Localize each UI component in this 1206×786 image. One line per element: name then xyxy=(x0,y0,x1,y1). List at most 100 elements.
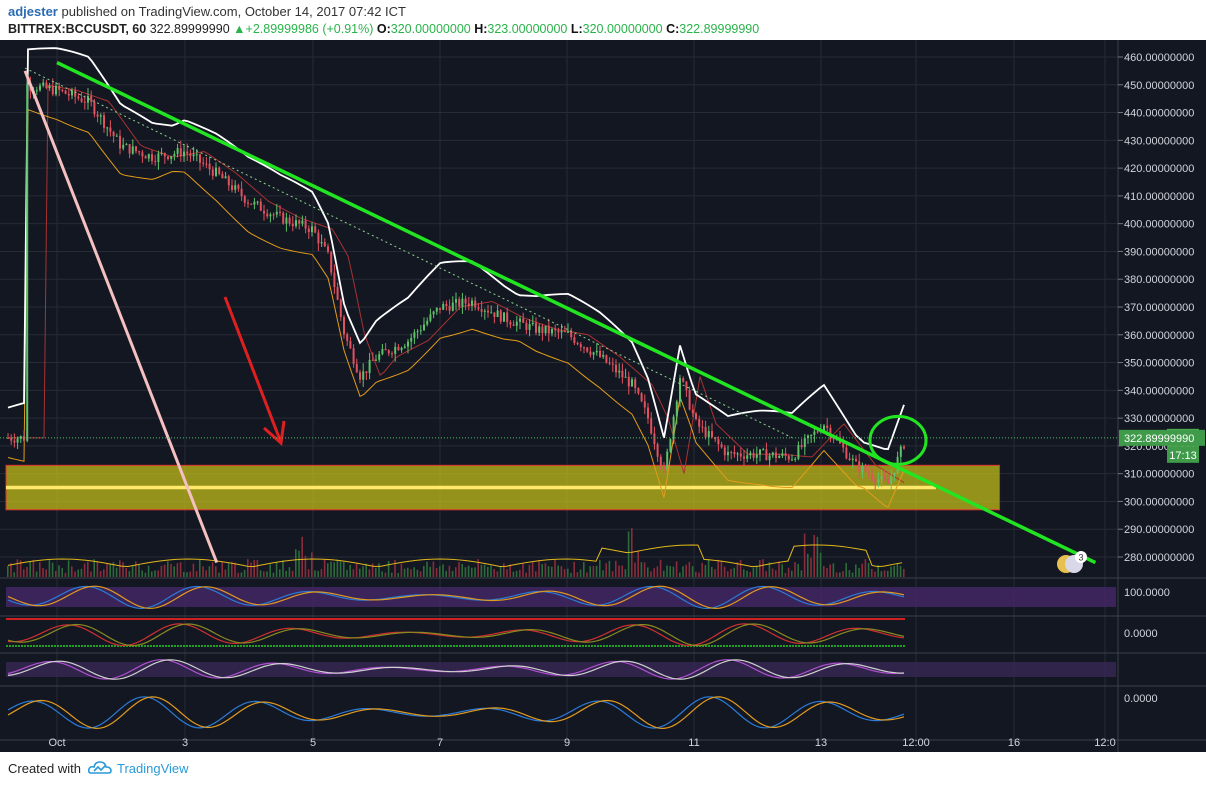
candle-body xyxy=(586,347,589,352)
candle-body xyxy=(611,363,614,365)
candle-body xyxy=(499,310,502,322)
candle-body xyxy=(141,152,144,157)
time-tick-label: Oct xyxy=(48,737,65,749)
candle-body xyxy=(675,401,678,417)
volume-bar xyxy=(791,570,793,577)
volume-bar xyxy=(122,562,124,577)
volume-bar xyxy=(851,572,854,577)
volume-bar xyxy=(653,568,655,577)
volume-bar xyxy=(48,560,51,577)
volume-bar xyxy=(205,570,207,577)
volume-bar xyxy=(554,559,556,577)
candle-body xyxy=(176,148,179,154)
red-arrow-icon xyxy=(223,296,286,446)
candle-body xyxy=(797,445,800,459)
candle-body xyxy=(442,304,445,310)
volume-bar xyxy=(279,569,281,577)
volume-bar xyxy=(544,563,547,577)
volume-bar xyxy=(605,563,607,577)
volume-bar xyxy=(26,567,28,577)
tradingview-link[interactable]: TradingView xyxy=(117,761,189,776)
volume-bar xyxy=(109,563,111,577)
volume-bar xyxy=(314,570,316,577)
lower-keltner-line xyxy=(7,108,905,509)
volume-bar xyxy=(138,564,140,577)
volume-bar xyxy=(263,571,265,577)
time-axis[interactable]: Oct 3 5 7 9 11 13 12:00 16 12:0 xyxy=(48,737,1115,749)
candle-body xyxy=(643,401,646,408)
volume-bar xyxy=(336,559,339,577)
candle-body xyxy=(77,96,80,99)
volume-bar xyxy=(595,565,598,577)
candle-body xyxy=(74,90,77,97)
candle-body xyxy=(64,90,67,94)
candle-body xyxy=(301,220,304,224)
volume-bar xyxy=(160,565,163,577)
candle-body xyxy=(631,379,633,387)
author-link[interactable]: adjester xyxy=(8,4,58,19)
candle-body xyxy=(803,438,806,448)
volume-bar xyxy=(42,568,44,577)
candle-body xyxy=(871,474,873,480)
trendline-drawings[interactable]: 3 xyxy=(0,60,1118,573)
volume-bar xyxy=(813,534,815,577)
volume-bar xyxy=(167,561,169,577)
volume-bar xyxy=(77,569,79,577)
candle-body xyxy=(215,167,217,176)
volume-bar xyxy=(96,561,99,577)
candle-body xyxy=(496,310,499,318)
candle-body xyxy=(381,348,384,355)
volume-bar xyxy=(797,563,799,577)
candle-body xyxy=(624,376,627,378)
volume-bar xyxy=(426,561,428,577)
countdown-tag: 17:13 xyxy=(1169,450,1197,462)
volume-bar xyxy=(567,568,569,577)
volume-bar xyxy=(439,566,441,577)
volume-bar xyxy=(807,553,809,577)
volume-bar xyxy=(419,571,422,577)
volume-bar xyxy=(541,564,543,577)
candle-body xyxy=(608,362,611,364)
volume-bar xyxy=(512,571,515,577)
candle-body xyxy=(333,272,336,288)
volume-bar xyxy=(474,567,476,577)
candle-body xyxy=(275,211,278,215)
candle-body xyxy=(80,98,83,102)
candle-body xyxy=(327,246,329,252)
volume-bar xyxy=(563,569,566,577)
candle-body xyxy=(23,436,25,441)
volume-bar xyxy=(112,562,115,577)
candle-body xyxy=(170,155,173,160)
volume-bar xyxy=(743,569,745,577)
candle-body xyxy=(359,372,361,380)
candle-body xyxy=(211,169,214,176)
volume-bar xyxy=(231,561,233,577)
volume-bar xyxy=(64,572,67,577)
volume-bar xyxy=(848,570,851,577)
candle-body xyxy=(589,351,592,355)
candle-body xyxy=(234,185,237,190)
volume-bar xyxy=(467,565,470,577)
candle-body xyxy=(147,154,150,159)
volume-bar xyxy=(451,571,454,577)
candle-body xyxy=(503,312,505,322)
candle-body xyxy=(704,426,707,438)
candle-body xyxy=(96,114,99,117)
volume-bar xyxy=(250,562,252,577)
volume-bar xyxy=(423,565,425,577)
candle-body xyxy=(567,331,569,333)
volume-bar xyxy=(656,566,659,577)
volume-bar xyxy=(615,560,617,577)
volume-bar xyxy=(714,569,716,577)
price-axis[interactable]: 460.00000000 450.00000000 440.00000000 430.… xyxy=(1117,40,1205,752)
candle-body xyxy=(490,312,493,314)
volume-bar xyxy=(237,572,239,577)
time-tick-label: 16 xyxy=(1008,737,1020,749)
candle-body xyxy=(426,320,429,325)
candle-body xyxy=(656,444,659,457)
volume-bar xyxy=(327,563,329,577)
candle-body xyxy=(365,371,368,373)
volume-bar xyxy=(343,562,345,577)
price-chart[interactable]: 3 460.00000000 450.00000000 440.00000000 43… xyxy=(0,40,1206,752)
candle-body xyxy=(666,451,669,470)
